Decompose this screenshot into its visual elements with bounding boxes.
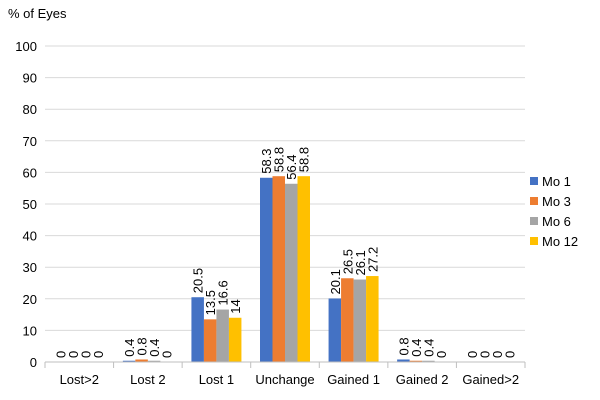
data-label: 0 bbox=[477, 351, 492, 358]
y-tick-label: 60 bbox=[23, 165, 37, 180]
legend-swatch bbox=[530, 217, 538, 225]
data-label: 0 bbox=[160, 351, 175, 358]
legend-label: Mo 3 bbox=[542, 194, 571, 209]
y-tick-label: 50 bbox=[23, 197, 37, 212]
x-tick-label: Lost 2 bbox=[130, 372, 165, 387]
bar-mo-12 bbox=[228, 317, 242, 362]
x-tick-label: Unchange bbox=[255, 372, 314, 387]
y-tick-label: 80 bbox=[23, 102, 37, 117]
data-label: 0 bbox=[490, 351, 505, 358]
data-label: 0 bbox=[66, 351, 81, 358]
x-tick-label: Gained 1 bbox=[327, 372, 380, 387]
data-label: 20.1 bbox=[328, 269, 343, 294]
y-tick-label: 20 bbox=[23, 292, 37, 307]
data-label: 26.5 bbox=[340, 249, 355, 274]
bar-mo-6 bbox=[147, 360, 161, 362]
x-tick-label: Lost 1 bbox=[199, 372, 234, 387]
bar-mo-6 bbox=[285, 183, 298, 362]
data-label: 0 bbox=[434, 351, 449, 358]
data-label: 0 bbox=[54, 351, 69, 358]
bar-mo-3 bbox=[341, 278, 354, 362]
legend-label: Mo 6 bbox=[542, 214, 571, 229]
data-label: 27.2 bbox=[365, 247, 380, 272]
legend-label: Mo 12 bbox=[542, 234, 578, 249]
bar-mo-1 bbox=[260, 177, 273, 362]
bar-mo-12 bbox=[366, 276, 379, 362]
bar-mo-3 bbox=[135, 359, 148, 362]
x-tick-label: Gained 2 bbox=[396, 372, 449, 387]
data-label: 16.6 bbox=[216, 280, 231, 305]
bar-mo-1 bbox=[328, 298, 342, 362]
x-tick-label: Gained>2 bbox=[462, 372, 519, 387]
data-label: 0.4 bbox=[421, 339, 436, 357]
bar-mo-6 bbox=[353, 279, 367, 362]
data-label: 0.4 bbox=[122, 339, 137, 357]
data-label: 0 bbox=[91, 351, 106, 358]
data-label: 0.8 bbox=[396, 337, 411, 355]
x-tick-label: Lost>2 bbox=[60, 372, 99, 387]
y-tick-label: 90 bbox=[23, 71, 37, 86]
y-tick-label: 100 bbox=[15, 39, 37, 54]
bar-mo-1 bbox=[397, 359, 410, 362]
legend-swatch bbox=[530, 177, 538, 185]
data-label: 0 bbox=[465, 351, 480, 358]
data-label: 26.1 bbox=[353, 250, 368, 275]
y-tick-label: 0 bbox=[30, 355, 37, 370]
data-label: 14 bbox=[228, 299, 243, 313]
y-axis-label: % of Eyes bbox=[8, 6, 67, 21]
y-tick-label: 30 bbox=[23, 260, 37, 275]
bar-mo-1 bbox=[122, 360, 136, 362]
y-tick-label: 10 bbox=[23, 323, 37, 338]
data-label: 0 bbox=[502, 351, 517, 358]
data-label: 0.8 bbox=[135, 337, 150, 355]
bar-mo-3 bbox=[203, 319, 217, 362]
data-label: 58.8 bbox=[272, 147, 287, 172]
legend-swatch bbox=[530, 197, 538, 205]
y-tick-label: 70 bbox=[23, 134, 37, 149]
bar-mo-1 bbox=[191, 297, 204, 362]
data-label: 20.5 bbox=[191, 268, 206, 293]
bar-mo-3 bbox=[409, 360, 423, 362]
legend-swatch bbox=[530, 237, 538, 245]
data-label: 0.4 bbox=[409, 339, 424, 357]
data-label: 58.8 bbox=[297, 147, 312, 172]
y-tick-label: 40 bbox=[23, 229, 37, 244]
data-label: 13.5 bbox=[203, 290, 218, 315]
bar-mo-12 bbox=[297, 176, 310, 362]
bar-mo-6 bbox=[216, 309, 229, 362]
data-label: 56.4 bbox=[284, 154, 299, 179]
legend-label: Mo 1 bbox=[542, 174, 571, 189]
bar-mo-3 bbox=[272, 176, 285, 362]
data-label: 58.3 bbox=[259, 148, 274, 173]
data-label: 0 bbox=[79, 351, 94, 358]
data-label: 0.4 bbox=[147, 339, 162, 357]
bar-mo-6 bbox=[422, 360, 435, 362]
